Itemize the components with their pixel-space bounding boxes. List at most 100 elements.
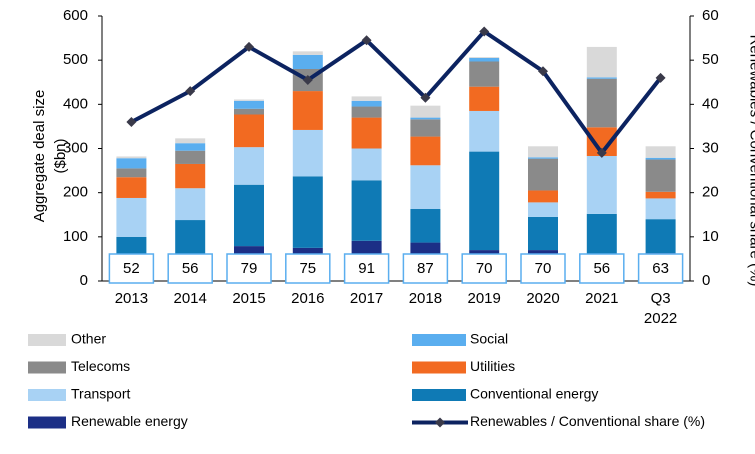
data-label-box bbox=[520, 253, 566, 284]
y2-tick-label: 20 bbox=[702, 184, 719, 201]
legend-label: Telecoms bbox=[71, 358, 130, 374]
legend-label: Social bbox=[470, 331, 508, 347]
bar-segment bbox=[469, 57, 500, 62]
bar-segment bbox=[175, 220, 206, 257]
x-tick-label: 2013 bbox=[114, 290, 149, 307]
legend-label: Renewable energy bbox=[71, 413, 188, 429]
bar-segment bbox=[469, 151, 500, 251]
bar-segment bbox=[292, 129, 323, 177]
legend-label: Renewables / Conventional share (%) bbox=[470, 413, 705, 429]
data-label: 56 bbox=[593, 260, 610, 277]
y-tick-label: 300 bbox=[63, 139, 88, 156]
line bbox=[130, 28, 663, 157]
bar-segment bbox=[410, 165, 441, 210]
bar-segment bbox=[175, 163, 206, 189]
y-tick-label: 500 bbox=[63, 51, 88, 68]
y2-tick-label: 40 bbox=[702, 95, 719, 112]
bar-segment bbox=[410, 105, 441, 118]
bar-segment bbox=[586, 156, 617, 214]
y-axis-title: Aggregate deal size ($bn) bbox=[31, 89, 69, 223]
bar-segment bbox=[116, 156, 147, 159]
bar-segment bbox=[234, 184, 264, 247]
bar-segment bbox=[410, 119, 441, 137]
y-tick-label: 0 bbox=[80, 272, 88, 289]
y2-axis-title: Renewables / Conventional share (%) bbox=[746, 34, 755, 287]
data-label: 87 bbox=[417, 260, 434, 277]
data-label-box bbox=[461, 253, 507, 284]
bar-segment bbox=[645, 198, 676, 220]
bar-segment bbox=[469, 57, 500, 58]
y2-tick-label: 10 bbox=[702, 228, 719, 245]
legend-swatch bbox=[28, 416, 66, 429]
data-label: 70 bbox=[476, 260, 493, 277]
line-marker bbox=[302, 75, 313, 86]
bar-segment bbox=[645, 157, 676, 160]
line-marker bbox=[361, 35, 372, 46]
legend-swatch bbox=[28, 334, 66, 346]
x-tick-label: 2017 bbox=[349, 290, 384, 307]
bar-segment bbox=[116, 158, 147, 169]
line-marker bbox=[244, 41, 254, 52]
data-label-box bbox=[579, 253, 625, 284]
data-label: 52 bbox=[123, 260, 140, 277]
bar-segment bbox=[234, 108, 264, 115]
bar-segment bbox=[175, 143, 206, 151]
line-marker bbox=[596, 147, 607, 158]
bar-segment bbox=[410, 209, 441, 243]
bar-segment bbox=[116, 197, 147, 237]
bar-segment bbox=[351, 100, 382, 107]
bar-segment bbox=[528, 216, 558, 251]
x-tick-label: 2021 bbox=[585, 290, 619, 307]
data-label: 70 bbox=[535, 260, 552, 277]
line-marker bbox=[420, 92, 431, 103]
bar-segment bbox=[586, 77, 617, 79]
bar-segment bbox=[234, 99, 264, 101]
data-label: 63 bbox=[652, 260, 669, 277]
x-tick-label: Q3 2022 bbox=[643, 290, 678, 327]
bar-segment bbox=[351, 96, 382, 101]
x-tick-label: 2019 bbox=[467, 290, 501, 307]
bar-segment bbox=[645, 146, 676, 158]
data-label: 91 bbox=[358, 260, 375, 277]
line-marker bbox=[126, 117, 137, 127]
bar-segment bbox=[175, 188, 206, 221]
bar-segment bbox=[645, 219, 676, 254]
legend-label: Conventional energy bbox=[470, 386, 598, 402]
data-label: 75 bbox=[299, 260, 316, 277]
data-label-box bbox=[226, 253, 272, 284]
legend-swatch-marker bbox=[435, 417, 445, 428]
bar-segment bbox=[351, 106, 382, 118]
bar-segment bbox=[528, 202, 558, 217]
legend-label: Other bbox=[71, 331, 106, 347]
bar-segment bbox=[292, 51, 323, 55]
data-label-box bbox=[285, 253, 331, 284]
bar-segment bbox=[234, 147, 264, 185]
bar-segment bbox=[292, 54, 323, 69]
data-label-box bbox=[167, 253, 213, 284]
legend-swatch bbox=[28, 389, 66, 401]
y2-tick-label: 50 bbox=[702, 51, 719, 68]
bar-segment bbox=[528, 158, 558, 191]
y-tick-label: 200 bbox=[63, 184, 88, 201]
bar-segment bbox=[586, 78, 617, 128]
bar-segment bbox=[351, 148, 382, 181]
bar-segment bbox=[645, 159, 676, 192]
legend-swatch bbox=[412, 389, 466, 401]
data-label-box bbox=[108, 253, 155, 284]
bar-segment bbox=[175, 138, 206, 144]
x-tick-label: 2016 bbox=[291, 290, 325, 307]
x-tick-label: 2018 bbox=[408, 290, 443, 307]
y-tick-label: 400 bbox=[63, 95, 88, 112]
y-tick-label: 100 bbox=[63, 228, 88, 245]
bar-segment bbox=[116, 177, 147, 198]
bar-segment bbox=[528, 157, 558, 159]
legend-label: Utilities bbox=[470, 358, 515, 374]
y2-tick-label: 0 bbox=[702, 272, 710, 289]
y2-tick-label: 60 bbox=[702, 7, 719, 24]
line-marker bbox=[655, 72, 666, 83]
line-marker bbox=[538, 66, 548, 77]
bar-segment bbox=[116, 168, 147, 178]
bar-segment bbox=[469, 61, 500, 87]
